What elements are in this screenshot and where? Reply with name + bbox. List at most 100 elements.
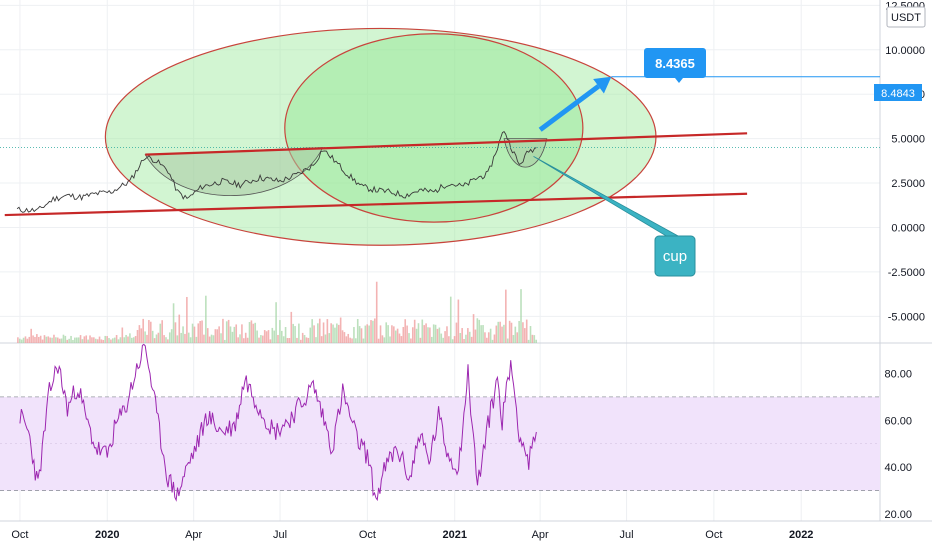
volume-bar-243 <box>478 319 481 343</box>
rsi-pane <box>0 343 880 502</box>
volume-bar-162 <box>324 334 327 343</box>
volume-bar-78 <box>165 337 167 343</box>
currency-label: USDT <box>891 12 921 24</box>
volume-bar-236 <box>465 334 467 343</box>
volume-bar-136 <box>275 302 277 343</box>
volume-bar-161 <box>322 322 325 343</box>
volume-bar-121 <box>246 337 249 343</box>
trend-lines <box>4 76 880 238</box>
volume-bar-207 <box>410 338 412 343</box>
volume-bar-67 <box>144 331 146 343</box>
target-arrow-shaft <box>538 84 601 132</box>
volume-bar-220 <box>434 324 437 343</box>
volume-bar-219 <box>432 324 435 343</box>
currency-box[interactable] <box>886 6 926 28</box>
volume-bar-263 <box>516 332 519 343</box>
volume-bar-246 <box>484 332 486 343</box>
volume-bar-37 <box>87 339 89 343</box>
axes: 12.500010.00007.50005.00002.50000.0000-2… <box>11 0 925 541</box>
price-tick-4: 2.5000 <box>891 178 925 190</box>
volume-bar-91 <box>189 337 192 343</box>
volume-bar-132 <box>267 330 270 343</box>
rsi-tick-0: 80.00 <box>884 368 912 380</box>
volume-bar-248 <box>487 332 490 343</box>
volume-bar-181 <box>360 328 363 343</box>
volume-bar-187 <box>372 320 374 343</box>
volume-bar-75 <box>159 323 162 343</box>
volume-bar-179 <box>356 319 359 343</box>
volume-bar-147 <box>296 337 298 343</box>
ellipse-1 <box>284 33 584 223</box>
volume-bar-19 <box>53 334 55 343</box>
volume-bar-49 <box>110 339 112 343</box>
target-callout[interactable]: 8.4365 <box>644 48 706 83</box>
volume-bar-110 <box>225 321 228 343</box>
volume-bar-182 <box>362 338 365 343</box>
volume-bar-200 <box>396 328 399 343</box>
time-tick-7: Jul <box>620 529 634 541</box>
volume-bar-266 <box>522 322 524 343</box>
volume-bar-53 <box>117 339 120 343</box>
volume-bar-268 <box>525 319 528 343</box>
volume-bar-143 <box>288 338 291 343</box>
volume-bar-206 <box>408 333 410 343</box>
volume-bar-211 <box>417 323 420 343</box>
volume-bar-218 <box>430 336 433 343</box>
volume-bar-164 <box>328 333 331 343</box>
volume-bar-262 <box>514 326 517 343</box>
volume-bar-11 <box>37 336 40 343</box>
volume-bar-144 <box>290 311 293 343</box>
volume-bar-15 <box>45 336 48 343</box>
volume-bar-154 <box>309 327 312 343</box>
volume-bar-107 <box>220 333 222 343</box>
volume-bar-176 <box>351 338 353 343</box>
rsi-tick-3: 20.00 <box>884 509 912 521</box>
volume-bar-242 <box>476 318 479 343</box>
rsi-tick-1: 60.00 <box>884 415 912 427</box>
volume-bar-98 <box>203 334 205 343</box>
volume-bar-221 <box>436 328 439 343</box>
volume-bar-137 <box>277 334 279 343</box>
volume-bar-173 <box>345 336 348 343</box>
volume-bar-87 <box>182 326 184 343</box>
volume-bar-202 <box>400 336 403 343</box>
volume-bar-100 <box>206 328 209 343</box>
volume-bar-92 <box>191 323 194 343</box>
cup-callout[interactable]: cup <box>654 235 696 277</box>
volume-bar-20 <box>55 337 57 343</box>
volume-bar-163 <box>326 319 329 343</box>
volume-bar-250 <box>491 339 494 343</box>
volume-bar-216 <box>427 327 429 343</box>
time-tick-2: Apr <box>185 529 202 541</box>
volume-bar-131 <box>265 331 268 343</box>
volume-bar-134 <box>271 327 274 343</box>
volume-bar-50 <box>112 338 114 343</box>
time-tick-1: 2020 <box>95 529 119 541</box>
volume-bar-59 <box>129 333 131 343</box>
volume-bar-198 <box>393 326 395 343</box>
volume-bar-213 <box>421 319 424 343</box>
volume-bar-178 <box>355 338 357 343</box>
volume-bar-244 <box>480 325 482 343</box>
volume-bar-30 <box>74 337 76 343</box>
price-tick-3: 5.0000 <box>891 134 925 146</box>
volume-bar-44 <box>100 339 103 343</box>
volume-bar-63 <box>136 330 139 343</box>
volume-bar-31 <box>75 337 78 343</box>
volume-bar-189 <box>375 281 378 343</box>
volume-bar-208 <box>411 327 414 343</box>
price-badge-label: 8.4843 <box>881 88 915 100</box>
volume-bar-84 <box>176 335 179 343</box>
volume-bar-95 <box>197 323 200 343</box>
trend-line-0 <box>4 192 748 217</box>
price-tick-5: 0.0000 <box>891 222 925 234</box>
volume-bar-169 <box>337 324 340 343</box>
volume-bar-257 <box>505 289 507 343</box>
target-label: 8.4365 <box>655 56 695 71</box>
volume-bar-12 <box>39 335 42 343</box>
volume-bar-126 <box>256 330 258 343</box>
cup-arcs <box>144 138 548 196</box>
volume-bar-260 <box>510 322 513 343</box>
volume-bar-175 <box>349 337 351 343</box>
